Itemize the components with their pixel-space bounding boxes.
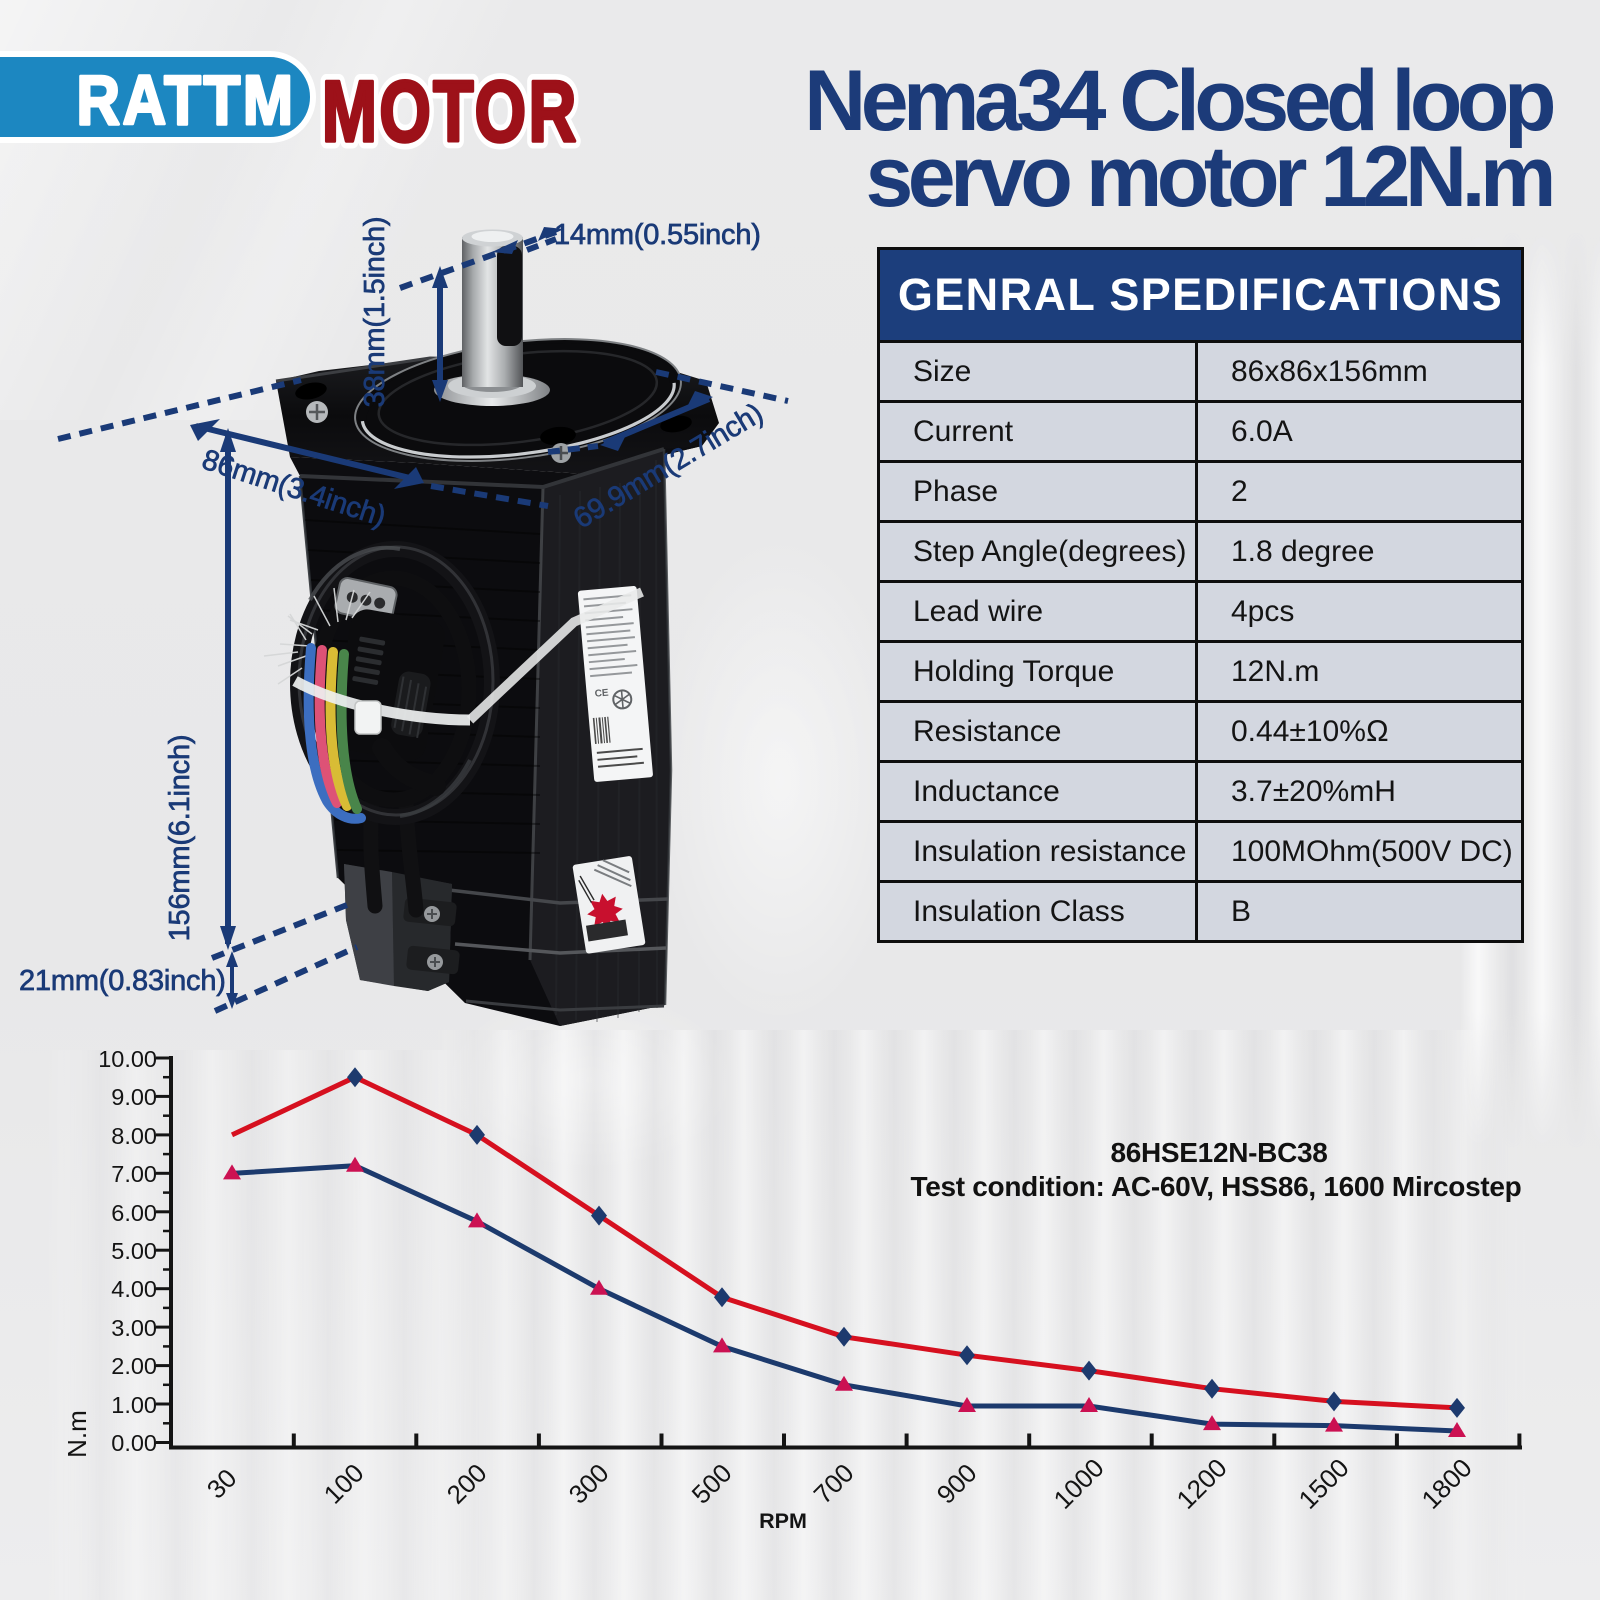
svg-text:500: 500 xyxy=(686,1458,738,1510)
svg-text:MOTOR: MOTOR xyxy=(322,65,579,160)
svg-text:1.00: 1.00 xyxy=(111,1392,157,1418)
svg-text:CE: CE xyxy=(594,688,609,700)
svg-text:0.00: 0.00 xyxy=(111,1430,157,1456)
svg-text:7.00: 7.00 xyxy=(111,1161,157,1187)
svg-text:200: 200 xyxy=(441,1458,493,1510)
svg-text:2.00: 2.00 xyxy=(111,1353,157,1379)
svg-text:86HSE12N-BC38: 86HSE12N-BC38 xyxy=(1110,1137,1327,1168)
svg-text:700: 700 xyxy=(808,1458,860,1510)
svg-text:9.00: 9.00 xyxy=(111,1084,157,1110)
svg-text:156mm(6.1inch): 156mm(6.1inch) xyxy=(164,735,196,942)
svg-text:10.00: 10.00 xyxy=(98,1046,157,1072)
svg-text:30: 30 xyxy=(201,1463,243,1505)
svg-text:5.00: 5.00 xyxy=(111,1238,157,1264)
svg-text:N.m: N.m xyxy=(62,1410,92,1458)
svg-text:8.00: 8.00 xyxy=(111,1123,157,1149)
svg-text:RATTM: RATTM xyxy=(77,61,296,139)
svg-text:MOTOR: MOTOR xyxy=(322,65,579,160)
svg-text:14mm(0.55inch): 14mm(0.55inch) xyxy=(554,219,761,251)
svg-text:4.00: 4.00 xyxy=(111,1276,157,1302)
svg-text:38mm(1.5inch): 38mm(1.5inch) xyxy=(359,217,391,408)
svg-text:1200: 1200 xyxy=(1171,1453,1233,1515)
svg-text:RPM: RPM xyxy=(759,1509,807,1533)
svg-text:1000: 1000 xyxy=(1048,1453,1110,1515)
svg-text:Test condition: AC-60V, HSS86,: Test condition: AC-60V, HSS86, 1600 Mirc… xyxy=(911,1171,1522,1202)
svg-text:900: 900 xyxy=(931,1458,983,1510)
svg-text:3.00: 3.00 xyxy=(111,1315,157,1341)
svg-text:21mm(0.83inch): 21mm(0.83inch) xyxy=(19,965,226,997)
svg-text:100: 100 xyxy=(318,1458,370,1510)
svg-text:300: 300 xyxy=(563,1458,615,1510)
svg-text:1500: 1500 xyxy=(1293,1453,1355,1515)
svg-text:1800: 1800 xyxy=(1416,1453,1478,1515)
svg-text:6.00: 6.00 xyxy=(111,1200,157,1226)
